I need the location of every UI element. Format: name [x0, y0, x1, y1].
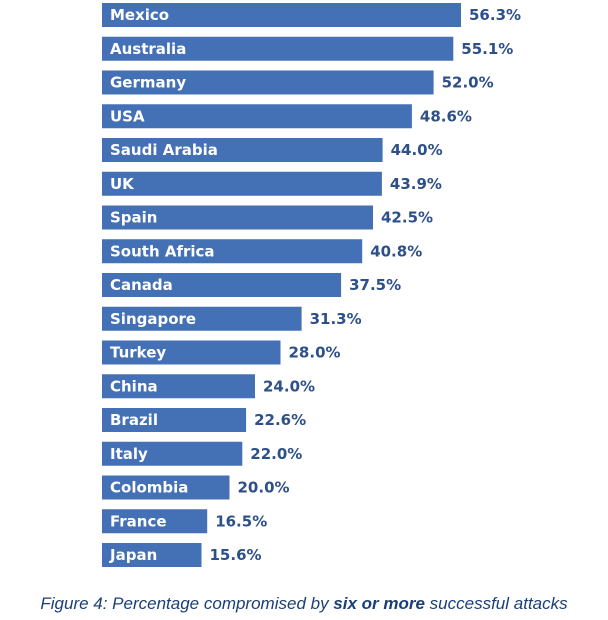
bar — [102, 306, 302, 331]
value-label: 55.1% — [461, 40, 513, 58]
bar — [102, 36, 454, 61]
category-label: USA — [110, 107, 145, 125]
bar — [102, 138, 383, 162]
category-label: China — [110, 377, 158, 395]
value-label: 42.5% — [381, 209, 433, 227]
bar — [102, 205, 373, 230]
category-label: Australia — [110, 40, 186, 58]
value-label: 24.0% — [263, 377, 315, 395]
category-label: Saudi Arabia — [110, 141, 218, 159]
bar-group: Spain 42.5% — [102, 205, 433, 230]
value-label: 43.9% — [390, 175, 442, 193]
category-label: Japan — [109, 546, 157, 564]
bar-group: China 24.0% — [102, 374, 315, 399]
value-label: 28.0% — [289, 344, 341, 362]
category-label: Germany — [110, 74, 186, 92]
bar-chart: Mexico 56.3% Australia 55.1% Germany 52.0% USA… — [102, 3, 521, 567]
bar-group: Italy 22.0% — [102, 441, 302, 466]
bar-group: Canada 37.5% — [102, 273, 401, 297]
bar-group: Turkey 28.0% — [102, 340, 341, 365]
category-label: UK — [110, 175, 135, 193]
value-label: 40.8% — [370, 242, 422, 260]
bar-group: Mexico 56.3% — [102, 3, 521, 27]
value-label: 15.6% — [210, 546, 262, 564]
bar — [102, 441, 243, 466]
value-label: 48.6% — [420, 107, 472, 125]
category-label: Singapore — [110, 310, 196, 328]
category-label: Italy — [110, 445, 148, 463]
bar-group: Brazil 22.6% — [102, 408, 306, 432]
bar — [102, 340, 281, 365]
bar — [102, 171, 382, 196]
category-label: France — [110, 512, 167, 530]
bar — [102, 475, 230, 500]
caption-prefix: Figure 4: Percentage compromised by — [40, 594, 334, 613]
bar — [102, 509, 208, 534]
category-label: Mexico — [110, 6, 169, 24]
bar — [102, 70, 434, 95]
category-label: Spain — [110, 209, 157, 227]
bar — [102, 239, 363, 264]
category-label: Brazil — [110, 411, 158, 429]
value-label: 37.5% — [349, 276, 401, 294]
value-label: 56.3% — [469, 6, 521, 24]
bar — [102, 3, 461, 27]
value-label: 52.0% — [442, 74, 494, 92]
bar-group: South Africa 40.8% — [102, 239, 422, 264]
bar-group: Japan 15.6% — [102, 543, 262, 567]
category-label: Colombia — [110, 479, 188, 497]
bar-group: Saudi Arabia 44.0% — [102, 138, 443, 162]
value-label: 16.5% — [215, 512, 267, 530]
value-label: 44.0% — [391, 141, 443, 159]
caption-suffix: successful attacks — [424, 594, 568, 613]
bar-group: Singapore 31.3% — [102, 306, 362, 331]
value-label: 20.0% — [238, 479, 290, 497]
figure-caption: Figure 4: Percentage compromised by six … — [0, 594, 608, 614]
value-label: 31.3% — [310, 310, 362, 328]
bar — [102, 543, 202, 567]
value-label: 22.6% — [254, 411, 306, 429]
category-label: Turkey — [110, 344, 166, 362]
bar-group: France 16.5% — [102, 509, 267, 534]
bar-group: Germany 52.0% — [102, 70, 494, 95]
bar — [102, 273, 342, 297]
caption-emphasis: six or more — [333, 594, 425, 613]
bar — [102, 104, 412, 129]
bar — [102, 374, 255, 399]
bar-group: USA 48.6% — [102, 104, 472, 129]
value-label: 22.0% — [250, 445, 302, 463]
bar-group: Colombia 20.0% — [102, 475, 290, 500]
bar — [102, 408, 247, 432]
bar-group: Australia 55.1% — [102, 36, 513, 61]
category-label: Canada — [110, 276, 173, 294]
category-label: South Africa — [110, 242, 215, 260]
bar-group: UK 43.9% — [102, 171, 442, 196]
